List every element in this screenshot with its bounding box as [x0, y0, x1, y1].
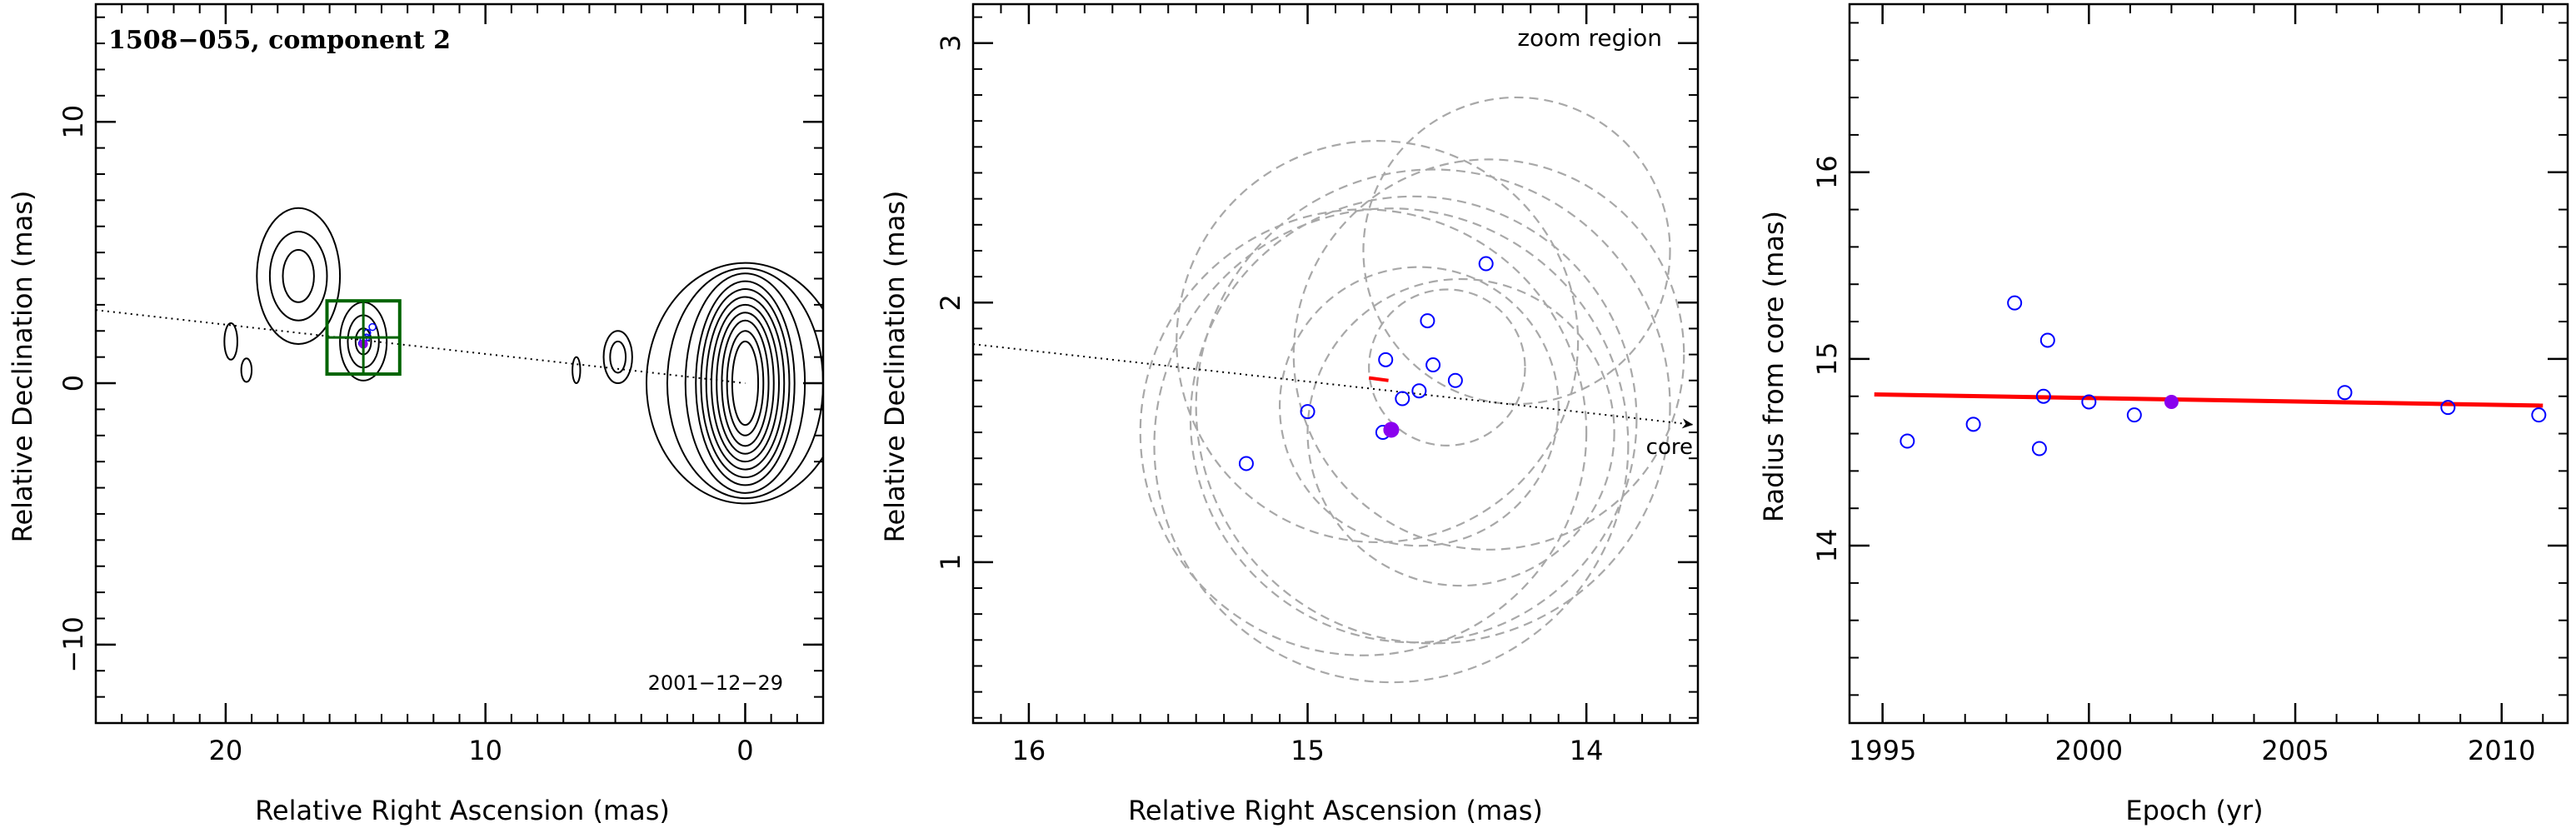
position-point	[1420, 313, 1435, 329]
panel-map-x-tick-label: 10	[468, 735, 502, 766]
radius-point	[2035, 388, 2051, 404]
panel-zoom-ylabel: Relative Declination (mas)	[879, 191, 911, 543]
radius-point	[1900, 433, 1915, 449]
position-point	[1238, 456, 1254, 471]
fit-line	[1874, 392, 2544, 408]
panel-zoom-x-tick-label: 16	[1012, 735, 1046, 766]
motion-vector	[1368, 376, 1389, 382]
error-circle	[1176, 139, 1580, 544]
panel-radius-y-tick-label: 16	[1811, 155, 1843, 189]
contour-line	[240, 357, 253, 383]
position-point	[1378, 352, 1394, 367]
panel-map-title: 1508−055, component 2	[108, 26, 451, 55]
radius-point	[2531, 407, 2547, 423]
panel-radius-x-tick-label: 2000	[2055, 735, 2123, 766]
contour-line	[666, 267, 823, 500]
contour-line	[705, 296, 786, 471]
contour-line	[646, 262, 823, 505]
error-circle	[1292, 158, 1685, 551]
error-circle	[1362, 96, 1671, 406]
panel-zoom-x-tick-label: 15	[1290, 735, 1325, 766]
contour-line	[268, 231, 328, 322]
radius-point	[1965, 416, 1981, 432]
error-circle	[1278, 266, 1560, 547]
radius-point	[2007, 295, 2023, 311]
panel-radius-x-tick-label: 2005	[2261, 735, 2329, 766]
panel-map-xlabel: Relative Right Ascension (mas)	[255, 795, 670, 826]
panel-radius: 1995 2000 2005 2010 16 15 14 Epoch (yr) Radius…	[1758, 2, 2569, 826]
panel-radius-ylabel: Radius from core (mas)	[1758, 211, 1790, 522]
panel-map-date-label: 2001−12−29	[648, 671, 783, 695]
error-circle	[1195, 168, 1671, 645]
panel-map-y-tick-label: 0	[57, 375, 89, 392]
panel-zoom-core-label: core	[1646, 435, 1693, 460]
panel-map: 20 10 0 10 0 −10 1508−055, component 2 2001−1…	[7, 2, 825, 826]
component-point	[368, 322, 377, 332]
panel-radius-x-tick-label: 1995	[1849, 735, 1916, 766]
error-circle	[1153, 207, 1630, 684]
panel-zoom: 16 15 14 3 2 1 zoom region core Relative Righ…	[879, 2, 1700, 826]
panel-radius-inner	[1874, 295, 2547, 456]
panel-map-y-tick-label: −10	[57, 616, 89, 673]
panel-radius-frame	[1848, 2, 2569, 725]
contour-line	[602, 330, 633, 385]
contour-line	[572, 356, 582, 385]
panel-radius-plot-area: 1995 2000 2005 2010 16 15 14	[1811, 2, 2569, 766]
highlight-point	[1383, 421, 1400, 438]
contour-line	[256, 207, 342, 345]
panel-zoom-y-tick-label: 3	[935, 35, 966, 52]
contour-line	[609, 340, 627, 374]
panel-zoom-label: zoom region	[1517, 24, 1662, 52]
position-point	[1411, 383, 1427, 399]
panel-radius-x-tick-label: 2010	[2468, 735, 2535, 766]
jet-axis-arrow	[973, 343, 1694, 429]
radius-point	[2039, 332, 2055, 348]
contour-line	[695, 280, 796, 486]
error-circle	[1139, 208, 1588, 656]
position-point	[1300, 404, 1315, 420]
position-point	[1447, 372, 1463, 388]
jet-axis-line	[96, 309, 746, 385]
panel-map-inner	[96, 207, 823, 505]
position-point	[1395, 391, 1410, 407]
position-point	[1478, 256, 1494, 272]
panel-radius-y-tick-label: 15	[1811, 342, 1843, 377]
panel-zoom-y-tick-label: 2	[935, 294, 966, 311]
radius-highlight-point	[2164, 394, 2179, 409]
panel-zoom-xlabel: Relative Right Ascension (mas)	[1128, 795, 1543, 826]
panel-map-ylabel: Relative Declination (mas)	[7, 191, 38, 543]
contour-line	[700, 288, 791, 479]
contour-line	[223, 322, 238, 361]
panel-map-x-tick-label: 0	[736, 735, 753, 766]
panel-zoom-y-tick-label: 1	[935, 554, 966, 571]
contour-line	[721, 319, 770, 447]
radius-point	[2337, 385, 2353, 401]
panel-map-plot-area: 20 10 0 10 0 −10	[57, 2, 825, 766]
panel-zoom-plot-area: 16 15 14 3 2 1	[935, 2, 1700, 766]
panel-zoom-x-tick-label: 14	[1570, 735, 1604, 766]
contour-line	[731, 340, 760, 426]
position-point	[1425, 357, 1441, 373]
radius-point	[2031, 441, 2047, 456]
panel-map-y-tick-label: 10	[57, 105, 89, 139]
error-circle	[1306, 277, 1615, 587]
contour-line	[726, 330, 765, 436]
contour-line	[282, 248, 315, 303]
contour-line	[710, 303, 780, 463]
panel-radius-xlabel: Epoch (yr)	[2125, 795, 2263, 826]
radius-point	[2081, 394, 2097, 410]
contour-line	[716, 312, 775, 455]
panel-radius-y-tick-label: 14	[1811, 529, 1843, 563]
radius-point	[2440, 400, 2456, 416]
error-circle	[1368, 288, 1526, 446]
panel-map-x-tick-label: 20	[209, 735, 243, 766]
radius-point	[2126, 407, 2142, 423]
panel-zoom-inner	[973, 96, 1694, 684]
